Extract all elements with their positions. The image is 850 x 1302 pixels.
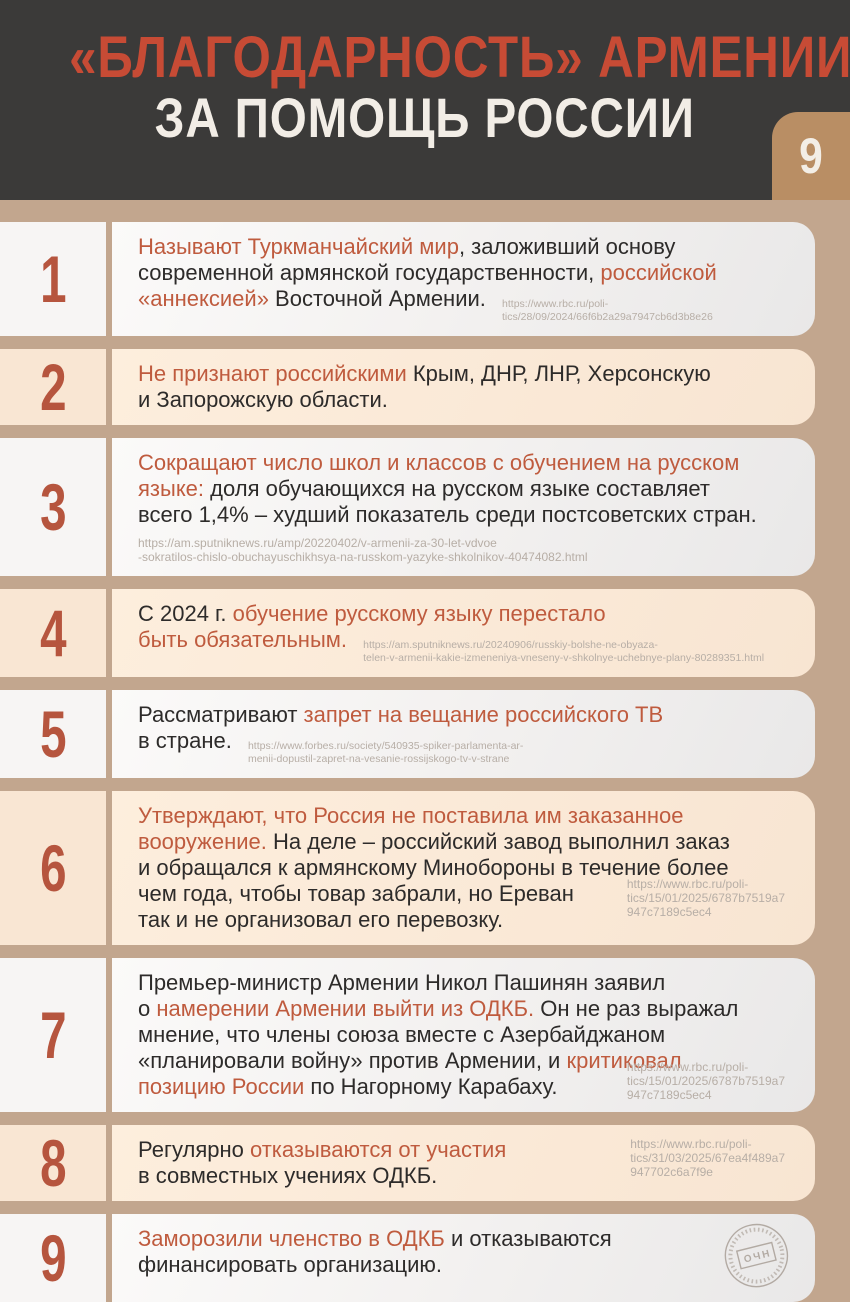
item-text: Заморозили членство в ОДКБ и отказываютс…: [138, 1226, 612, 1277]
item-text: Регулярно отказываются от участия в совм…: [138, 1137, 507, 1188]
list-item: 4 С 2024 г. обучение русскому языку перес…: [0, 589, 815, 677]
source-url: https://www.rbc.ru/poli- tics/28/09/2024…: [502, 298, 713, 323]
item-number: 9: [0, 1214, 106, 1302]
highlight-text: Не признают российскими: [138, 361, 407, 386]
highlight-text: Сокращают число школ и классов с обучени…: [138, 450, 740, 501]
item-text: Сокращают число школ и классов с обучени…: [138, 450, 757, 527]
highlight-text: критиковал позицию России: [138, 1048, 682, 1099]
item-card: Рассматривают запрет на вещание российск…: [112, 690, 815, 778]
highlight-text: Заморозили членство в ОДКБ: [138, 1226, 445, 1251]
list-item: 7 Премьер-министр Армении Никол Пашинян з…: [0, 958, 815, 1112]
page-number: 9: [799, 128, 823, 184]
list-item: 9 Заморозили членство в ОДКБ и отказывают…: [0, 1214, 815, 1302]
item-card: Сокращают число школ и классов с обучени…: [112, 438, 815, 576]
item-card: Утверждают, что Россия не поставила им з…: [112, 791, 815, 945]
item-card: Премьер-министр Армении Никол Пашинян за…: [112, 958, 815, 1112]
list-item: 3 Сокращают число школ и классов с обучен…: [0, 438, 815, 576]
item-text: Рассматривают запрет на вещание российск…: [138, 702, 664, 765]
claims-list: 1 Называют Туркманчайский мир, заложивший…: [0, 222, 815, 1302]
highlight-text: Утверждают, что Россия не поставила им з…: [138, 803, 684, 854]
item-number: 2: [0, 349, 106, 425]
list-item: 6 Утверждают, что Россия не поставила им …: [0, 791, 815, 945]
list-item: 5 Рассматривают запрет на вещание российс…: [0, 690, 815, 778]
highlight-text: Называют Туркманчайский мир: [138, 234, 459, 259]
source-url: https://www.rbc.ru/poli- tics/15/01/2025…: [626, 1060, 785, 1102]
item-text: С 2024 г. обучение русскому языку перест…: [138, 601, 765, 664]
item-card: Заморозили членство в ОДКБ и отказываютс…: [112, 1214, 815, 1302]
highlight-text: намерении Армении выйти из ОДКБ.: [156, 996, 535, 1021]
item-number: 3: [0, 438, 106, 576]
highlight-text: российской «аннексией»: [138, 260, 717, 311]
item-text: Называют Туркманчайский мир, заложивший …: [138, 234, 717, 323]
source-url: https://www.rbc.ru/poli- tics/15/01/2025…: [626, 877, 785, 919]
source-url: https://am.sputniknews.ru/20240906/russk…: [363, 639, 765, 664]
item-number: 6: [0, 791, 106, 945]
item-card: Называют Туркманчайский мир, заложивший …: [112, 222, 815, 336]
source-url: https://am.sputniknews.ru/amp/20220402/v…: [138, 536, 588, 564]
item-text: Утверждают, что Россия не поставила им з…: [138, 803, 730, 932]
highlight-text: отказываются от участия: [249, 1137, 507, 1162]
header: «БЛАГОДАРНОСТЬ» АРМЕНИИ ЗА ПОМОЩЬ РОССИИ…: [0, 0, 850, 200]
item-number: 4: [0, 589, 106, 677]
item-number: 8: [0, 1125, 106, 1201]
item-text: Не признают российскими Крым, ДНР, ЛНР, …: [138, 361, 711, 412]
item-card: С 2024 г. обучение русскому языку перест…: [112, 589, 815, 677]
item-number: 5: [0, 690, 106, 778]
list-item: 8 Регулярно отказываются от участия в сов…: [0, 1125, 815, 1201]
item-card: Регулярно отказываются от участия в совм…: [112, 1125, 815, 1201]
highlight-text: запрет на вещание российского ТВ: [303, 702, 664, 727]
item-card: Не признают российскими Крым, ДНР, ЛНР, …: [112, 349, 815, 425]
source-url: https://www.rbc.ru/poli- tics/31/03/2025…: [630, 1137, 785, 1179]
item-text: Премьер-министр Армении Никол Пашинян за…: [138, 970, 739, 1099]
source-url: https://www.forbes.ru/society/540935-spi…: [247, 740, 524, 765]
highlight-text: обучение русскому языку перестало быть о…: [138, 601, 606, 652]
list-item: 1 Называют Туркманчайский мир, заложивший…: [0, 222, 815, 336]
page-title-line1: «БЛАГОДАРНОСТЬ» АРМЕНИИ: [69, 25, 850, 90]
svg-text:ОЧН: ОЧН: [743, 1248, 773, 1265]
item-number: 7: [0, 958, 106, 1112]
item-number: 1: [0, 222, 106, 336]
page-title-line2: ЗА ПОМОЩЬ РОССИИ: [154, 86, 696, 149]
list-item: 2 Не признают российскими Крым, ДНР, ЛНР,…: [0, 349, 815, 425]
page-number-badge: 9: [772, 112, 850, 200]
